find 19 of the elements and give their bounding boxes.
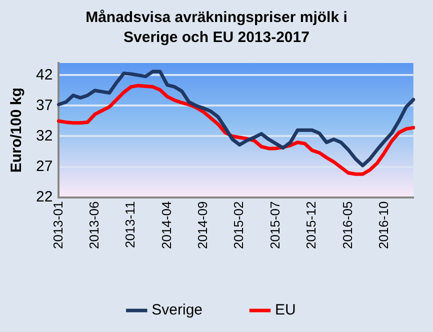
x-tick-label: 2014-09 [195,201,210,250]
x-tick-label: 2016-05 [340,201,355,250]
legend-label: Sverige [152,302,203,319]
y-axis-title: Euro/100 kg [8,88,26,173]
x-tick-label: 2015-12 [304,201,319,250]
legend-label: EU [275,302,296,319]
x-tick-label: 2016-10 [376,201,392,250]
y-tick-label: 22 [36,188,53,206]
x-tick-label: 2015-07 [267,201,282,250]
x-tick-label: 2013-01 [50,201,66,250]
y-tick-label: 27 [36,158,53,175]
x-tick-label: 2015-02 [231,201,246,250]
y-tick-label: 32 [36,127,53,144]
x-tick-label: 2014-04 [158,201,174,250]
y-tick-label: 42 [36,66,53,84]
x-tick-label: 2013-06 [86,201,102,250]
chart-title: Månadsvisa avräkningspriser mjölk i Sverige och EU 2013-2017 [84,8,348,48]
x-tick-label: 2013-11 [122,201,138,248]
y-tick-label: 37 [36,96,53,114]
